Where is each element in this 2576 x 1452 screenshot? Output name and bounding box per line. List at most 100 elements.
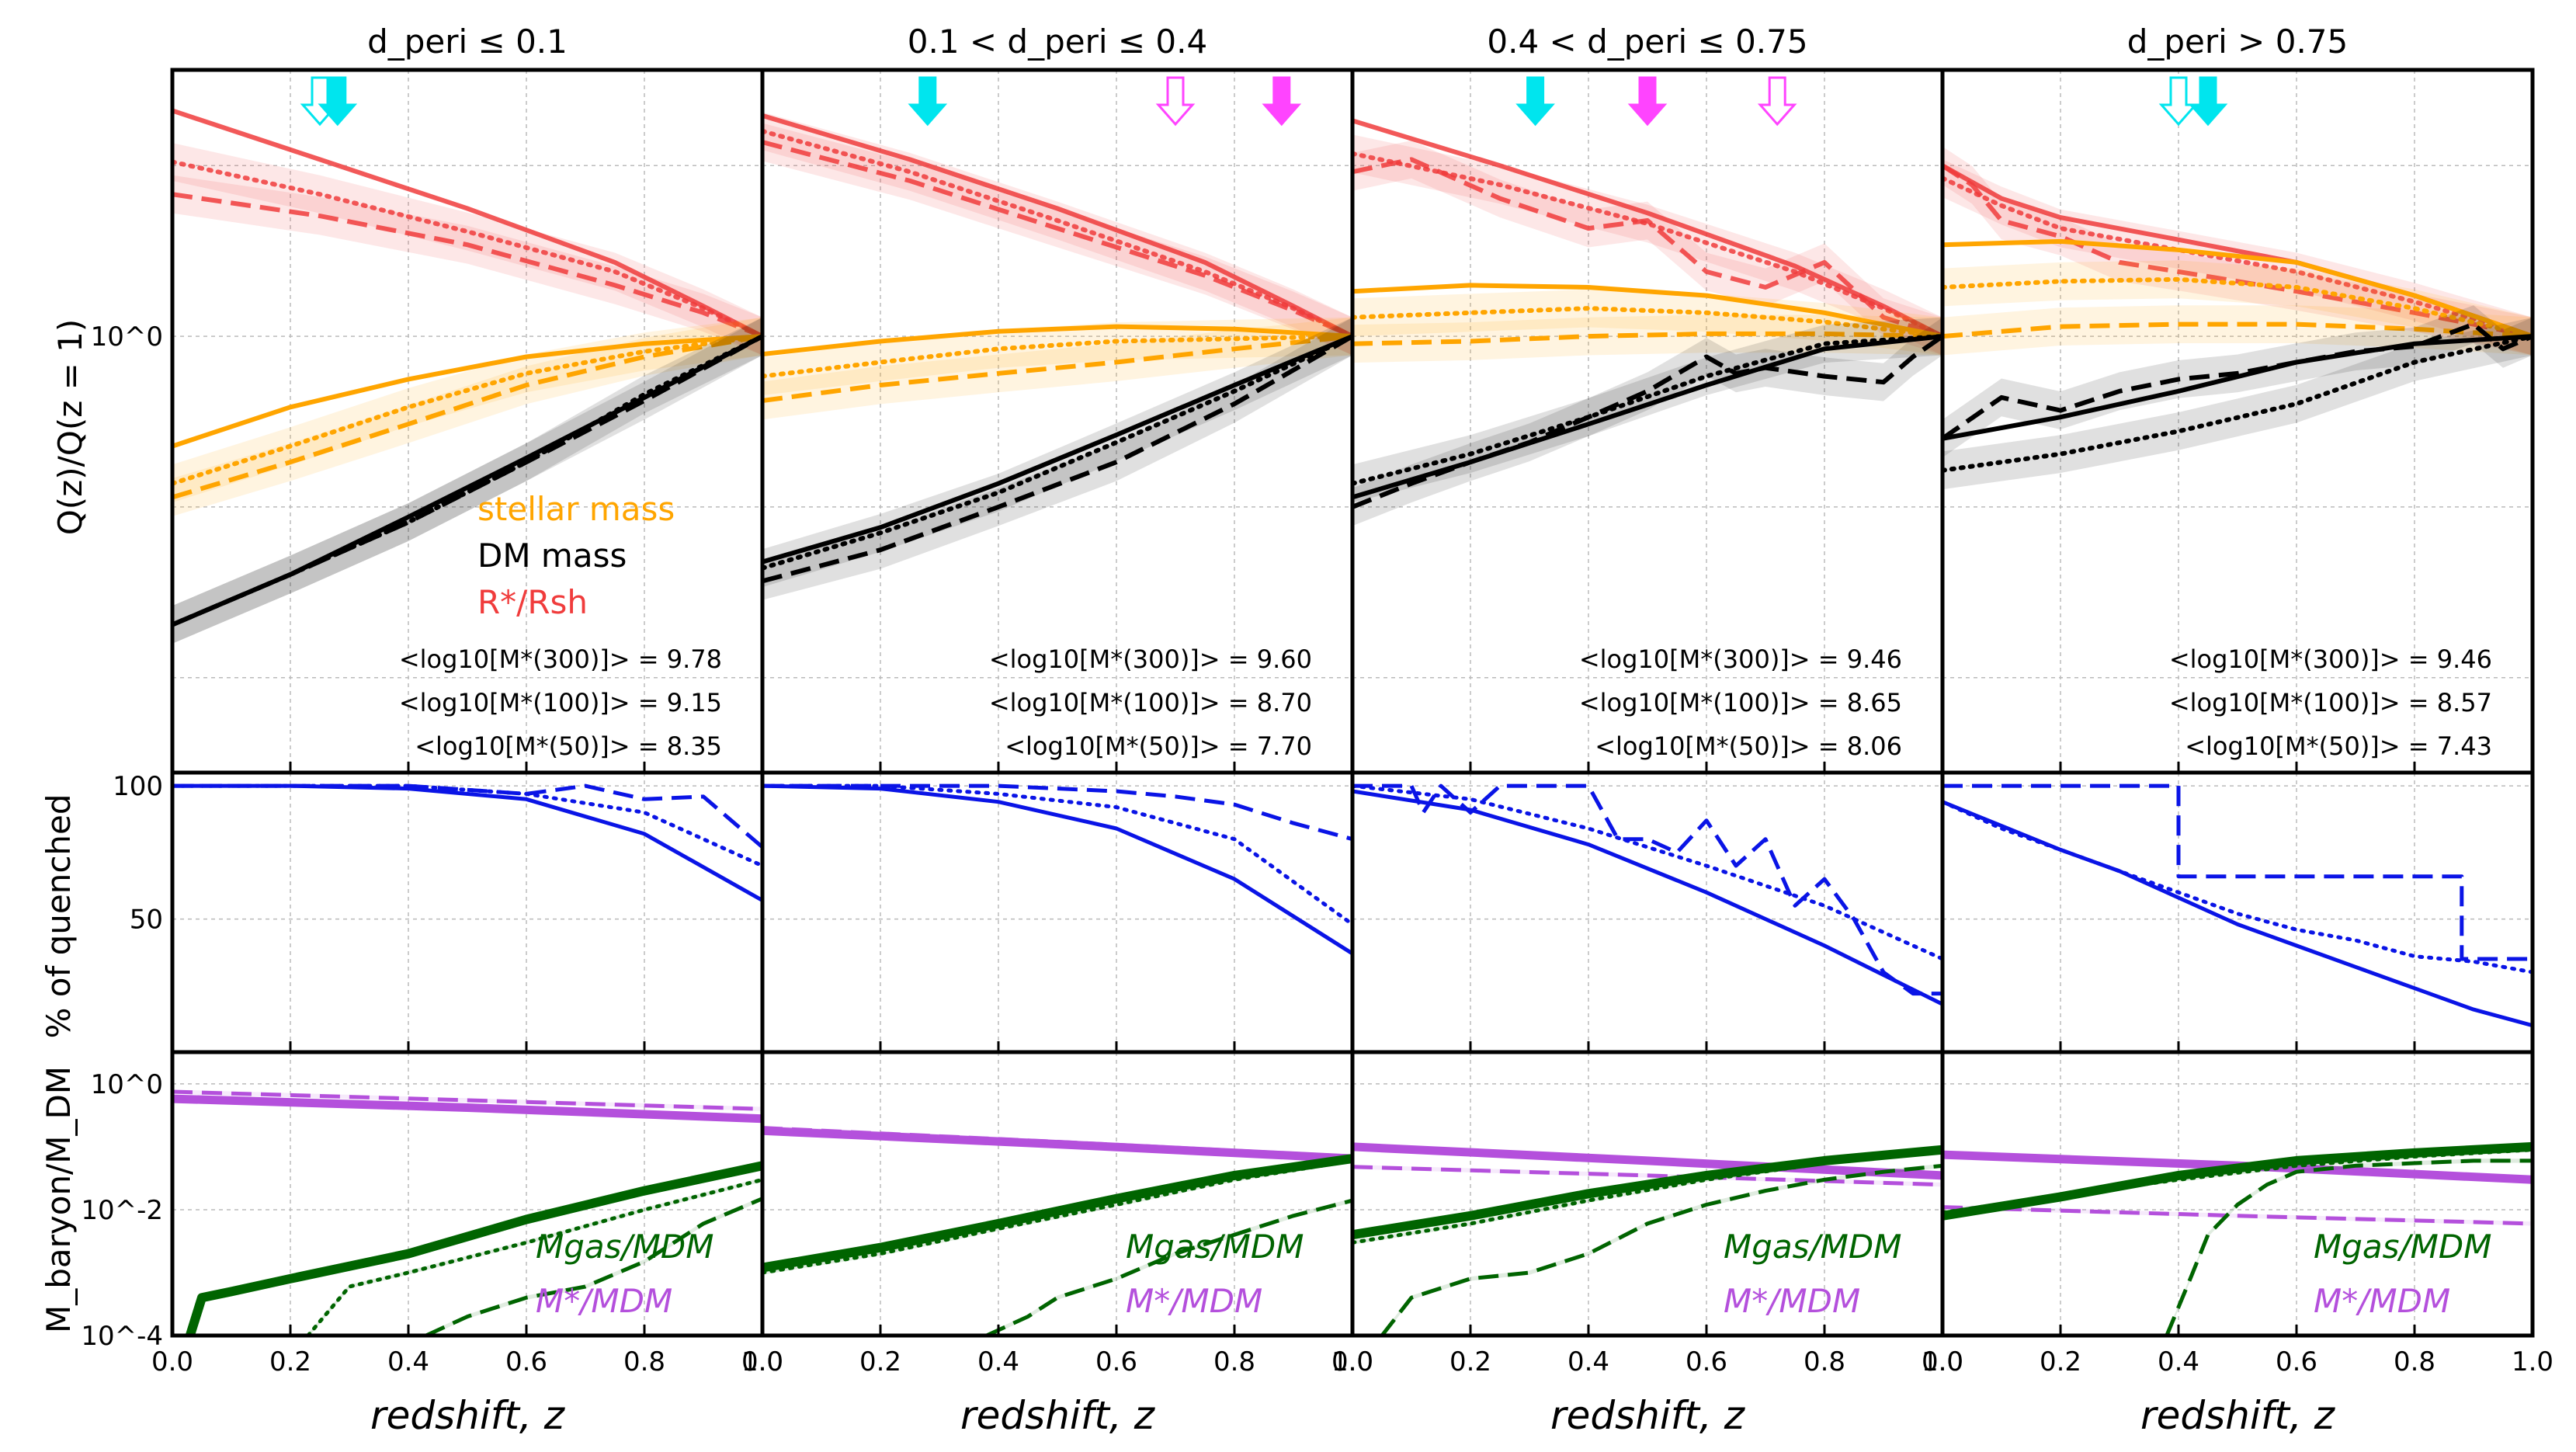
x-tick-label: 0.6 (2276, 1346, 2317, 1377)
arrow-cyan-filled (908, 76, 948, 127)
series-mgas-mdm-dotted (1942, 1148, 2533, 1215)
series-r-rsh-dotted (1352, 151, 1942, 339)
x-tick-label: 0.8 (623, 1346, 665, 1377)
x-tick-label: 0.2 (269, 1346, 311, 1377)
legend-gas-ratio-4: Mgas/MDM (2314, 1228, 2491, 1266)
x-tick-label: 0.2 (2040, 1346, 2081, 1377)
series-quenched-dotted (172, 783, 762, 868)
band-dm-dashed (762, 317, 1352, 600)
series-dm-dotted (1352, 334, 1942, 486)
series-stellar-solid (762, 324, 1352, 357)
axes-frames (170, 68, 2535, 1338)
frame-bottom-2 (760, 1050, 1355, 1338)
band-r-rsh-dashed (172, 175, 762, 356)
column-title-3: 0.4 < d_peri ≤ 0.75 (1487, 23, 1807, 61)
series-m-mdm-dashed (1942, 1205, 2533, 1226)
x-tick-label: 1.0 (1922, 1346, 1963, 1377)
series-dm-dotted (1942, 334, 2533, 473)
series-dm-dashed (762, 334, 1352, 584)
series-mgas-mdm-solid (1352, 1145, 1942, 1240)
arrow-magenta-hollow (1757, 76, 1797, 127)
legend-star-ratio-1: M*/MDM (536, 1282, 672, 1320)
band-dm-dashed (1352, 317, 1942, 526)
series-r-rsh-dotted (172, 159, 762, 339)
band-stellar-dashed (172, 317, 762, 516)
mass-annotation: <log10[M*(100)]> = 9.15 (399, 688, 722, 717)
arrow-magenta-hollow (1155, 76, 1196, 127)
band-mgas-mdm-dashed (425, 1197, 762, 1336)
x-tick-label: 0.2 (859, 1346, 901, 1377)
column-2 (762, 70, 1352, 1336)
series-quenched-dashed (1942, 783, 2533, 961)
x-tick-label: 0.6 (505, 1346, 547, 1377)
labels-layer: Q(z)/Q(z = 1) % of quenched M_baryon/M_D… (40, 23, 2553, 1438)
series-dm-dashed (1352, 334, 1942, 509)
series-mgas-mdm-dotted (762, 1158, 1352, 1275)
mass-annotation: <log10[M*(50)]> = 7.70 (1005, 731, 1312, 761)
column-3 (1352, 70, 1942, 1336)
series-dm-solid (762, 334, 1352, 564)
legend-dm-mass: DM mass (477, 537, 627, 575)
series-mgas-mdm-solid (762, 1154, 1352, 1273)
series-mgas-mdm-solid (1942, 1141, 2533, 1221)
legend-gas-ratio-2: Mgas/MDM (1126, 1228, 1304, 1266)
series-mgas-mdm-dotted (1352, 1149, 1942, 1245)
series-quenched-solid (762, 783, 1352, 956)
band-dm-dotted (1352, 317, 1942, 503)
plot-layer (172, 70, 2533, 1336)
band-stellar-dashed (1352, 314, 1942, 363)
x-tick-label: 0.6 (1686, 1346, 1727, 1377)
band-stellar-dashed (1942, 305, 2533, 356)
x-axis-label-4: redshift, z (2140, 1393, 2336, 1438)
series-quenched-dashed (1352, 783, 1942, 996)
mass-annotation: <log10[M*(300)]> = 9.78 (399, 644, 722, 674)
band-r-rsh-dotted (1352, 134, 1942, 356)
series-r-rsh-dotted (1942, 175, 2533, 339)
mass-annotation: <log10[M*(300)]> = 9.46 (1579, 644, 1902, 674)
series-mgas-mdm-solid (186, 1161, 762, 1336)
x-tick-label: 0.8 (1213, 1346, 1255, 1377)
series-stellar-solid (1942, 238, 2533, 339)
series-stellar-dotted (1942, 276, 2533, 339)
x-tick-label: 0.2 (1449, 1346, 1491, 1377)
x-tick-label: 1.0 (1331, 1346, 1373, 1377)
x-tick-label: 0.0 (1331, 1346, 1373, 1377)
legend-gas-ratio-1: Mgas/MDM (536, 1228, 713, 1266)
frame-middle-1 (170, 770, 765, 1054)
series-mgas-mdm-dashed (425, 1197, 762, 1336)
arrow-magenta-filled (1627, 76, 1668, 127)
mass-annotation: <log10[M*(50)]> = 7.43 (2185, 731, 2492, 761)
band-stellar-dotted (1942, 260, 2533, 356)
series-quenched-dashed (172, 783, 762, 849)
x-axis-label-3: redshift, z (1550, 1393, 1746, 1438)
band-stellar-dotted (762, 317, 1352, 395)
series-quenched-solid (172, 783, 762, 902)
series-stellar-solid (172, 334, 762, 449)
series-quenched-dashed (762, 783, 1352, 842)
series-m-mdm-solid (762, 1126, 1352, 1163)
x-tick-label: 0.4 (977, 1346, 1019, 1377)
series-mgas-mdm-dotted (306, 1177, 762, 1336)
series-dm-solid (1942, 334, 2533, 441)
x-tick-label: 0.0 (151, 1346, 193, 1377)
series-dm-dashed (172, 334, 762, 627)
series-r-rsh-solid (1352, 118, 1942, 339)
y-tick-label-middle: 50 (130, 905, 163, 936)
series-quenched-solid (1352, 789, 1942, 1006)
column-4 (1942, 70, 2533, 1336)
series-m-mdm-dashed (1352, 1165, 1942, 1187)
y-tick-label-middle: 100 (113, 771, 163, 802)
band-dm-dashed (1942, 305, 2533, 458)
series-dm-dotted (762, 334, 1352, 571)
x-tick-label: 0.4 (1567, 1346, 1609, 1377)
series-dm-dashed (1942, 321, 2533, 441)
x-tick-label: 0.0 (1922, 1346, 1963, 1377)
series-stellar-dotted (762, 334, 1352, 379)
row-label-middle: % of quenched (40, 794, 78, 1038)
series-m-mdm-dashed (762, 1126, 1352, 1158)
column-1 (172, 70, 762, 1336)
legend-star-ratio-4: M*/MDM (2314, 1282, 2450, 1320)
row-label-top: Q(z)/Q(z = 1) (51, 319, 89, 536)
y-tick-label-bottom: 10^-4 (81, 1321, 163, 1352)
